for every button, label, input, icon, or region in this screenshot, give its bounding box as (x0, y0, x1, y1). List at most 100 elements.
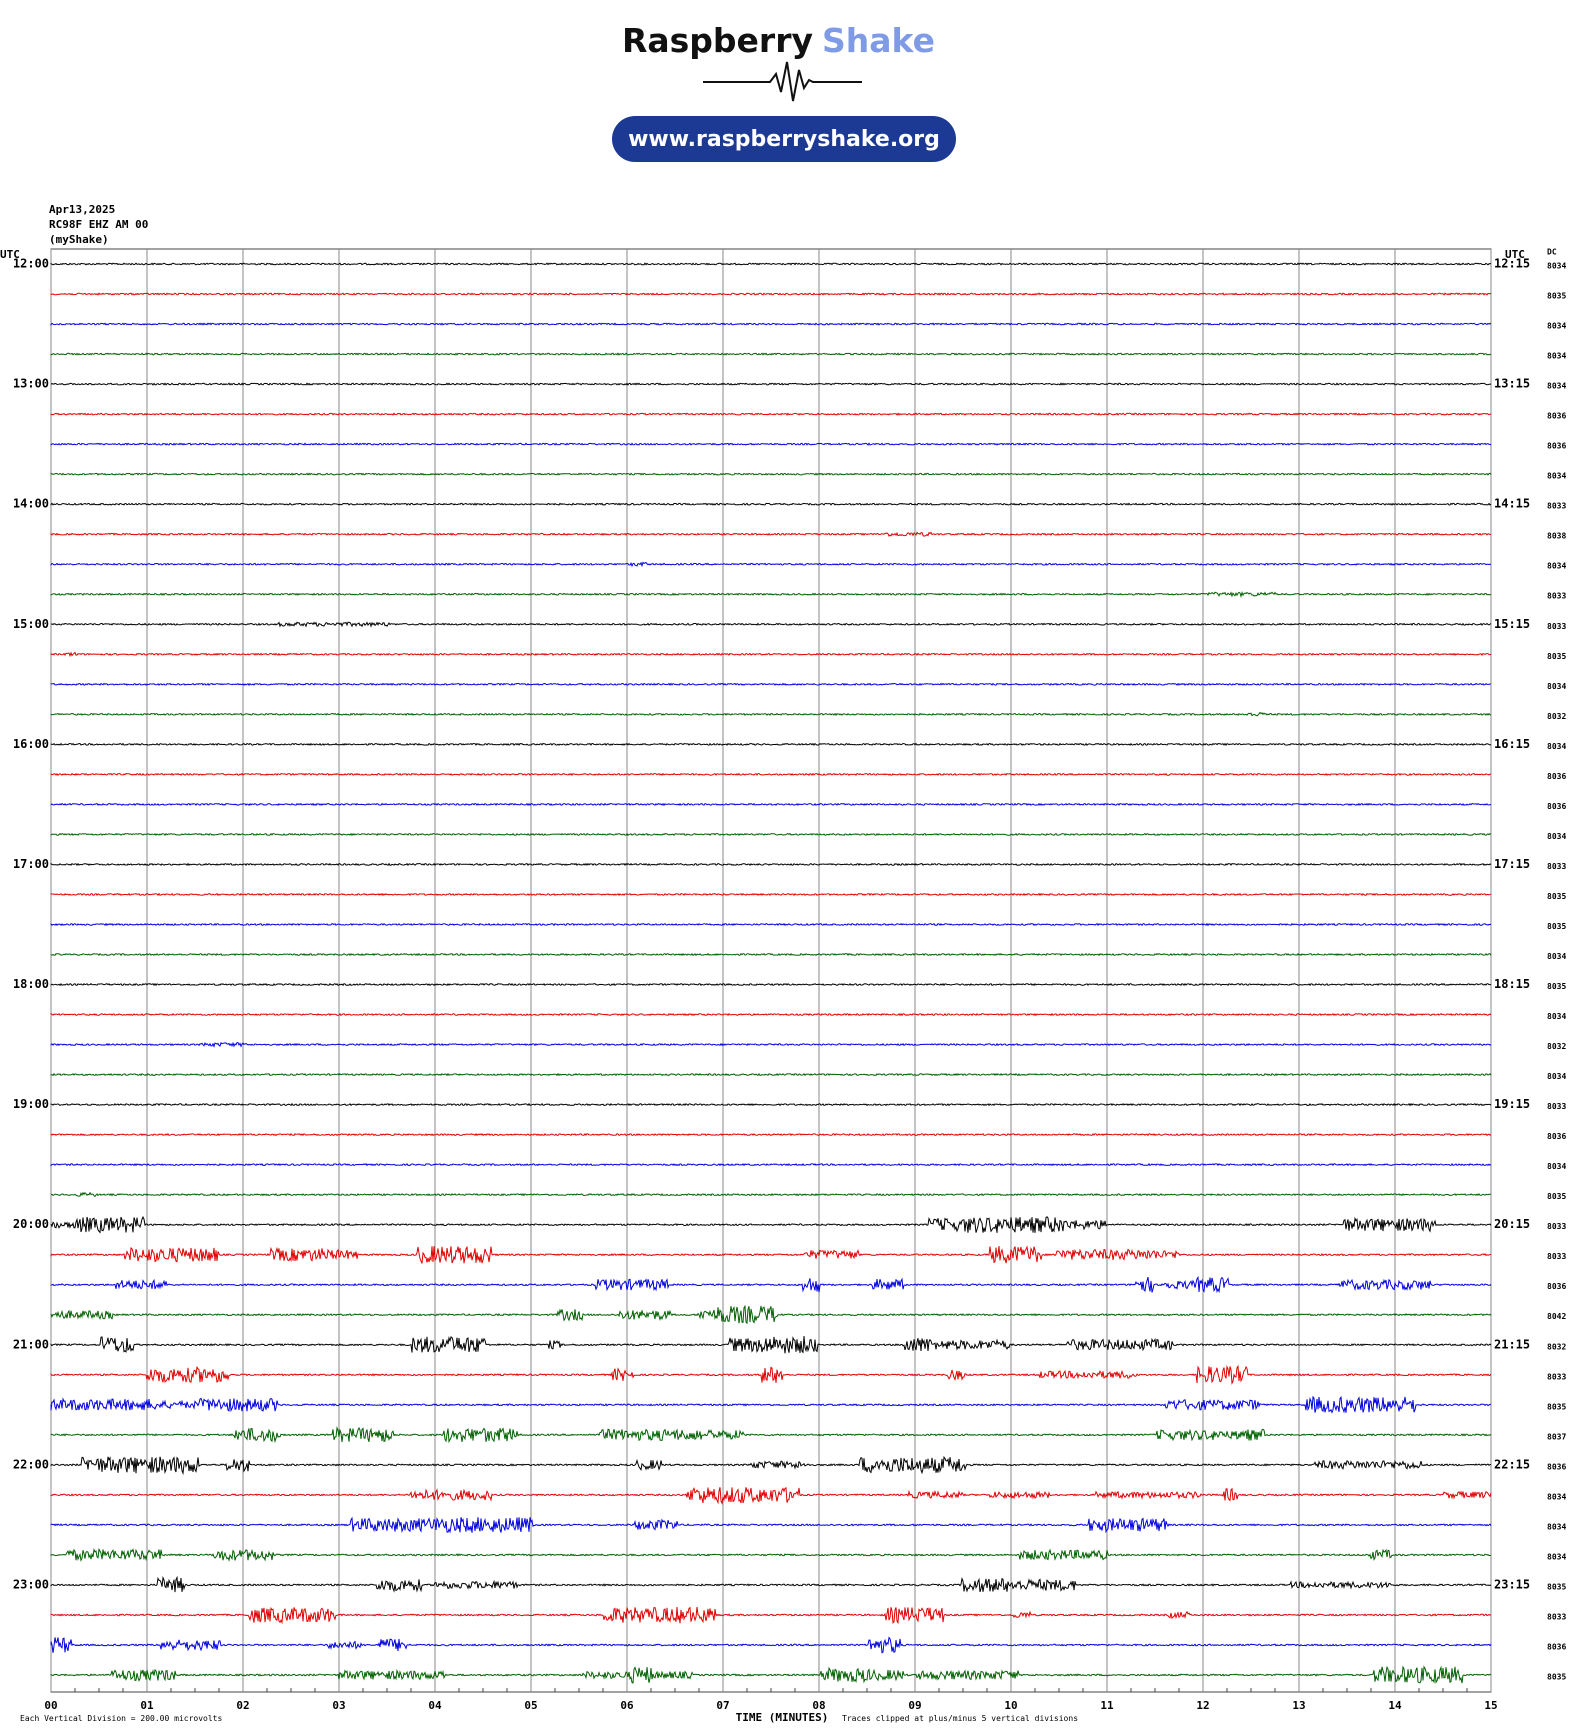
dc-value: 8034 (1547, 262, 1566, 271)
left-time-label: 21:00 (13, 1337, 49, 1351)
dc-value: 8034 (1547, 742, 1566, 751)
dc-value: 8033 (1547, 1222, 1566, 1231)
left-axis-label: UTC (0, 248, 20, 261)
trace (50, 1191, 1492, 1198)
right-time-label: 19:15 (1494, 1097, 1530, 1111)
left-time-label: 13:00 (13, 377, 49, 391)
left-time-label: 14:00 (13, 497, 49, 511)
trace (50, 711, 1492, 717)
x-tick-label: 02 (236, 1699, 249, 1712)
trace (50, 382, 1492, 386)
x-tick-label: 09 (908, 1699, 921, 1712)
dc-value: 8037 (1547, 1432, 1566, 1441)
left-time-label: 20:00 (13, 1217, 49, 1231)
trace (50, 682, 1491, 687)
dc-value: 8035 (1547, 892, 1566, 901)
url-pill (612, 116, 956, 162)
trace (50, 1395, 1492, 1414)
dc-value: 8034 (1547, 1162, 1566, 1171)
trace (50, 1012, 1492, 1017)
dc-value: 8034 (1547, 322, 1566, 331)
left-time-label: 12:00 (13, 257, 49, 271)
dc-value: 8036 (1547, 802, 1566, 811)
dc-value: 8033 (1547, 502, 1566, 511)
footer-left: Each Vertical Division = 200.00 microvol… (20, 1714, 222, 1723)
trace (50, 1275, 1492, 1294)
dc-value: 8034 (1547, 1552, 1566, 1561)
dc-value: 8034 (1547, 1072, 1566, 1081)
dc-value: 8032 (1547, 712, 1566, 721)
right-time-label: 16:15 (1494, 737, 1530, 751)
x-tick-label: 01 (140, 1699, 154, 1712)
trace (50, 1162, 1492, 1167)
trace (50, 531, 1492, 537)
trace (50, 352, 1492, 356)
trace (50, 1606, 1492, 1625)
dc-value: 8042 (1547, 1312, 1566, 1321)
dc-value: 8036 (1547, 1642, 1566, 1651)
trace (50, 892, 1492, 897)
dc-value: 8034 (1547, 832, 1566, 841)
trace (50, 862, 1492, 867)
trace (50, 952, 1492, 957)
trace (50, 1516, 1492, 1534)
left-time-label: 15:00 (13, 617, 49, 631)
dc-value: 8036 (1547, 1282, 1566, 1291)
brand-accent: Shake (822, 21, 935, 60)
dc-value: 8034 (1547, 1492, 1566, 1501)
trace (50, 1636, 1492, 1654)
dc-value: 8035 (1547, 1192, 1566, 1201)
trace (50, 1547, 1492, 1562)
right-time-label: 21:15 (1494, 1337, 1530, 1351)
dc-value: 8033 (1547, 1102, 1566, 1111)
right-time-label: 13:15 (1494, 377, 1530, 391)
right-axis-label: UTC (1505, 248, 1525, 261)
dc-value: 8032 (1547, 1042, 1566, 1051)
dc-value: 8033 (1547, 1612, 1566, 1621)
trace (50, 472, 1492, 476)
right-time-label: 14:15 (1494, 497, 1530, 511)
footer-right: Traces clipped at plus/minus 5 vertical … (842, 1714, 1078, 1723)
x-tick-label: 07 (716, 1699, 729, 1712)
x-tick-label: 10 (1004, 1699, 1017, 1712)
trace (50, 1245, 1492, 1264)
trace (50, 621, 1492, 628)
x-tick-label: 11 (1100, 1699, 1114, 1712)
left-time-label: 18:00 (13, 977, 49, 991)
dc-value: 8034 (1547, 952, 1566, 961)
dc-value: 8035 (1547, 292, 1566, 301)
trace (50, 442, 1492, 446)
left-time-label: 19:00 (13, 1097, 49, 1111)
dc-value: 8033 (1547, 862, 1566, 871)
trace (50, 922, 1492, 927)
dc-value: 8036 (1547, 412, 1566, 421)
x-tick-label: 12 (1196, 1699, 1209, 1712)
dc-value: 8033 (1547, 1252, 1566, 1261)
trace (50, 832, 1492, 837)
trace (50, 1102, 1492, 1107)
dc-value: 8035 (1547, 982, 1566, 991)
x-tick-label: 00 (44, 1699, 57, 1712)
trace (50, 322, 1492, 326)
dc-value: 8036 (1547, 1132, 1566, 1141)
dc-value: 8035 (1547, 922, 1566, 931)
dc-label: DC (1547, 248, 1557, 257)
right-time-label: 12:15 (1494, 257, 1530, 271)
trace (50, 1215, 1492, 1234)
info-station: RC98F EHZ AM 00 (49, 218, 148, 231)
x-tick-label: 03 (332, 1699, 345, 1712)
dc-value: 8036 (1547, 442, 1566, 451)
left-time-label: 17:00 (13, 857, 49, 871)
left-time-label: 22:00 (13, 1457, 49, 1471)
dc-value: 8035 (1547, 652, 1566, 661)
trace (50, 772, 1491, 776)
right-time-label: 22:15 (1494, 1457, 1530, 1471)
dc-value: 8036 (1547, 772, 1566, 781)
right-time-label: 20:15 (1494, 1217, 1530, 1231)
brand: Raspberry (622, 21, 813, 60)
trace (50, 262, 1492, 266)
trace (50, 412, 1492, 416)
trace (50, 1665, 1492, 1684)
right-time-label: 17:15 (1494, 857, 1530, 871)
trace (50, 1364, 1492, 1385)
